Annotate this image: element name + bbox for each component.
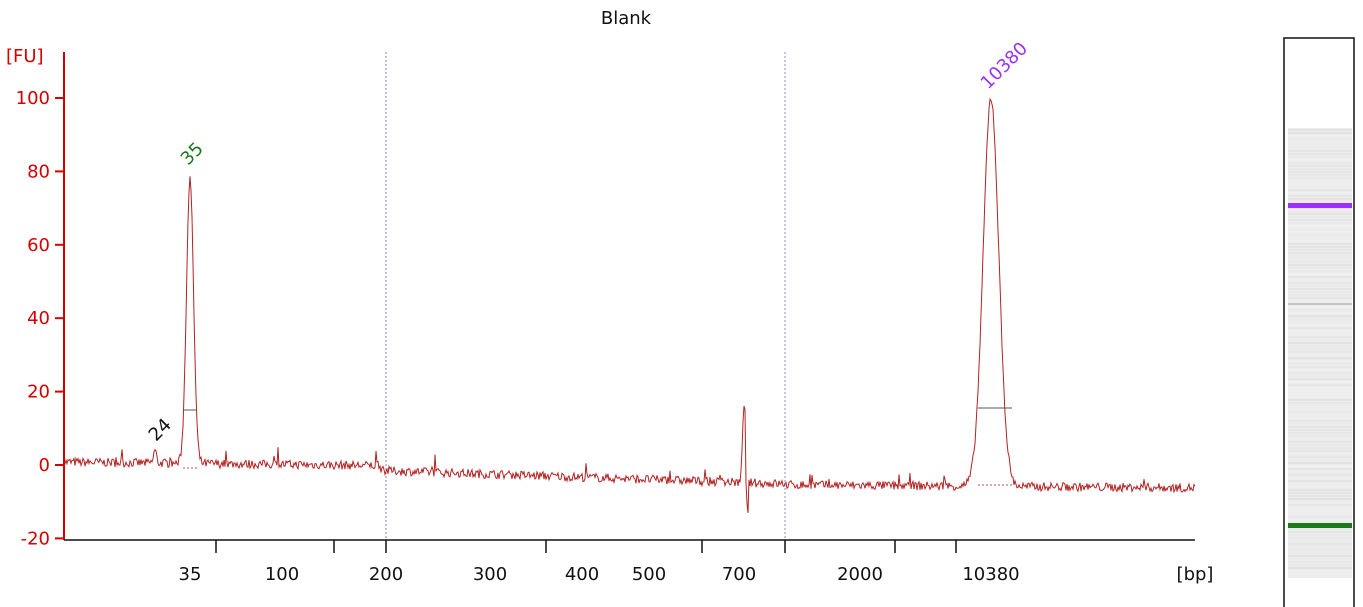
x-tick-group: 35 100 200 300 400 500 700 2000 10380 bbox=[179, 540, 1020, 585]
x-tick-label: 100 bbox=[265, 564, 299, 585]
x-tick-label: 10380 bbox=[962, 564, 1019, 585]
y-tick-label: 40 bbox=[27, 308, 50, 329]
gel-lane-smear bbox=[1288, 129, 1352, 575]
series-trace bbox=[63, 97, 1196, 513]
x-tick-label: 35 bbox=[179, 564, 202, 585]
x-tick-label: 500 bbox=[632, 564, 666, 585]
y-tick-group: -20 0 20 40 60 80 100 bbox=[16, 88, 64, 549]
y-tick-label: 100 bbox=[16, 88, 50, 109]
gel-band-10380 bbox=[1288, 203, 1352, 208]
peak-label-24: 24 bbox=[145, 414, 176, 445]
chart-title: Blank bbox=[601, 8, 652, 29]
peak-label-10380: 10380 bbox=[977, 38, 1032, 93]
gel-band-35 bbox=[1288, 523, 1352, 528]
x-axis-label: [bp] bbox=[1177, 564, 1214, 585]
x-tick-label: 2000 bbox=[837, 564, 883, 585]
x-tick-label: 700 bbox=[722, 564, 756, 585]
y-axis-label: [FU] bbox=[6, 46, 44, 67]
y-tick-label: -20 bbox=[21, 528, 50, 549]
x-tick-label: 300 bbox=[473, 564, 507, 585]
x-tick-label: 200 bbox=[369, 564, 403, 585]
x-tick-label: 400 bbox=[565, 564, 599, 585]
y-tick-label: 80 bbox=[27, 161, 50, 182]
y-tick-label: 20 bbox=[27, 382, 50, 403]
peak-label-35: 35 bbox=[177, 138, 208, 169]
y-tick-label: 60 bbox=[27, 235, 50, 256]
y-tick-label: 0 bbox=[39, 455, 50, 476]
